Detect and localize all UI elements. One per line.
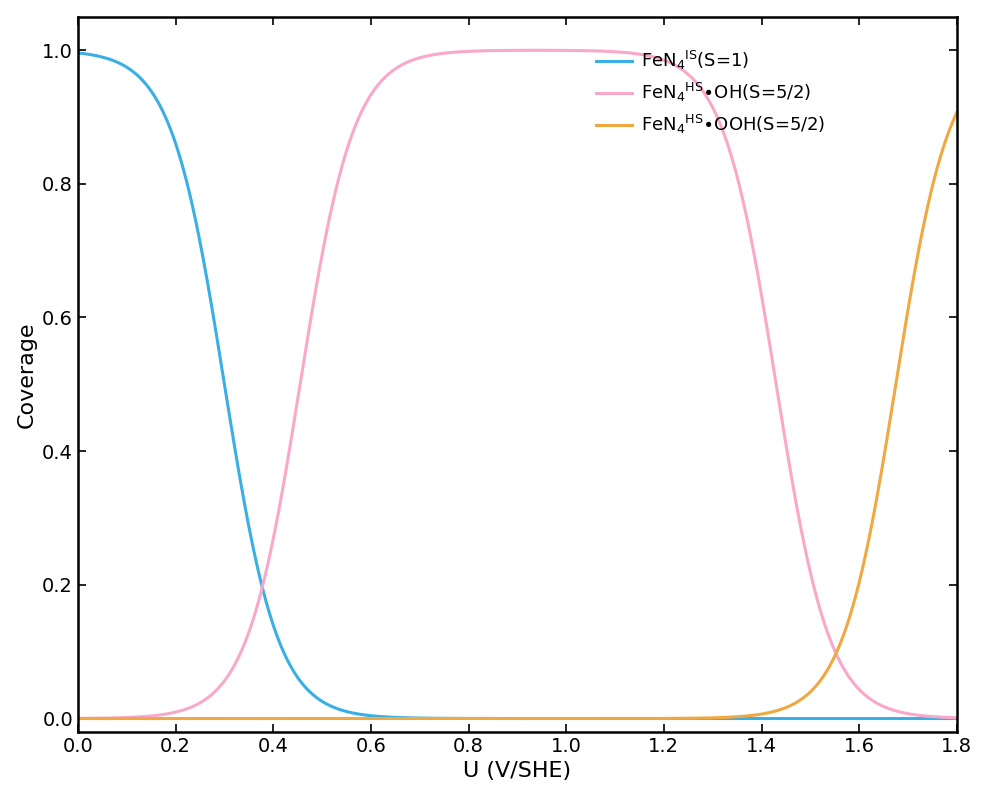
FeN$_4$$^{\mathregular{HS}}$$\bullet$OH(S=5/2) <box>244 623 256 633</box>
FeN$_4$$^{\mathregular{HS}}$$\bullet$OOH(S=5/2) <box>501 713 513 723</box>
FeN$_4$$^{\mathregular{HS}}$$\bullet$OH(S=5/2) <box>904 709 916 719</box>
FeN$_4$$^{\mathregular{HS}}$$\bullet$OH(S=5/2) <box>501 45 513 55</box>
Legend: FeN$_4$$^{\mathregular{IS}}$(S=1), FeN$_4$$^{\mathregular{HS}}$$\bullet$OH(S=5/2: FeN$_4$$^{\mathregular{IS}}$(S=1), FeN$_… <box>587 40 835 145</box>
FeN$_4$$^{\mathregular{IS}}$(S=1) <box>244 529 256 539</box>
Y-axis label: Coverage: Coverage <box>17 321 37 428</box>
X-axis label: U (V/SHE): U (V/SHE) <box>463 761 572 781</box>
Line: FeN$_4$$^{\mathregular{HS}}$$\bullet$OH(S=5/2): FeN$_4$$^{\mathregular{HS}}$$\bullet$OH(… <box>78 50 956 718</box>
FeN$_4$$^{\mathregular{IS}}$(S=1) <box>950 713 962 723</box>
FeN$_4$$^{\mathregular{HS}}$$\bullet$OH(S=5/2) <box>125 713 136 722</box>
FeN$_4$$^{\mathregular{HS}}$$\bullet$OOH(S=5/2) <box>72 713 84 723</box>
FeN$_4$$^{\mathregular{HS}}$$\bullet$OOH(S=5/2) <box>109 713 121 723</box>
FeN$_4$$^{\mathregular{IS}}$(S=1) <box>125 65 136 74</box>
FeN$_4$$^{\mathregular{HS}}$$\bullet$OOH(S=5/2) <box>244 713 256 723</box>
Line: FeN$_4$$^{\mathregular{IS}}$(S=1): FeN$_4$$^{\mathregular{IS}}$(S=1) <box>78 53 956 718</box>
FeN$_4$$^{\mathregular{HS}}$$\bullet$OH(S=5/2) <box>76 713 88 723</box>
FeN$_4$$^{\mathregular{HS}}$$\bullet$OOH(S=5/2) <box>904 292 916 302</box>
FeN$_4$$^{\mathregular{HS}}$$\bullet$OOH(S=5/2) <box>125 713 136 723</box>
FeN$_4$$^{\mathregular{HS}}$$\bullet$OH(S=5/2) <box>950 713 962 722</box>
FeN$_4$$^{\mathregular{IS}}$(S=1) <box>109 56 121 65</box>
FeN$_4$$^{\mathregular{HS}}$$\bullet$OH(S=5/2) <box>109 713 121 723</box>
FeN$_4$$^{\mathregular{IS}}$(S=1) <box>501 713 513 723</box>
FeN$_4$$^{\mathregular{HS}}$$\bullet$OH(S=5/2) <box>72 713 84 723</box>
Line: FeN$_4$$^{\mathregular{HS}}$$\bullet$OOH(S=5/2): FeN$_4$$^{\mathregular{HS}}$$\bullet$OOH… <box>78 113 956 718</box>
FeN$_4$$^{\mathregular{HS}}$$\bullet$OH(S=5/2) <box>532 45 544 55</box>
FeN$_4$$^{\mathregular{IS}}$(S=1) <box>904 713 916 723</box>
FeN$_4$$^{\mathregular{IS}}$(S=1) <box>72 48 84 57</box>
FeN$_4$$^{\mathregular{HS}}$$\bullet$OOH(S=5/2) <box>76 713 88 723</box>
FeN$_4$$^{\mathregular{IS}}$(S=1) <box>76 49 88 58</box>
FeN$_4$$^{\mathregular{HS}}$$\bullet$OOH(S=5/2) <box>950 108 962 117</box>
